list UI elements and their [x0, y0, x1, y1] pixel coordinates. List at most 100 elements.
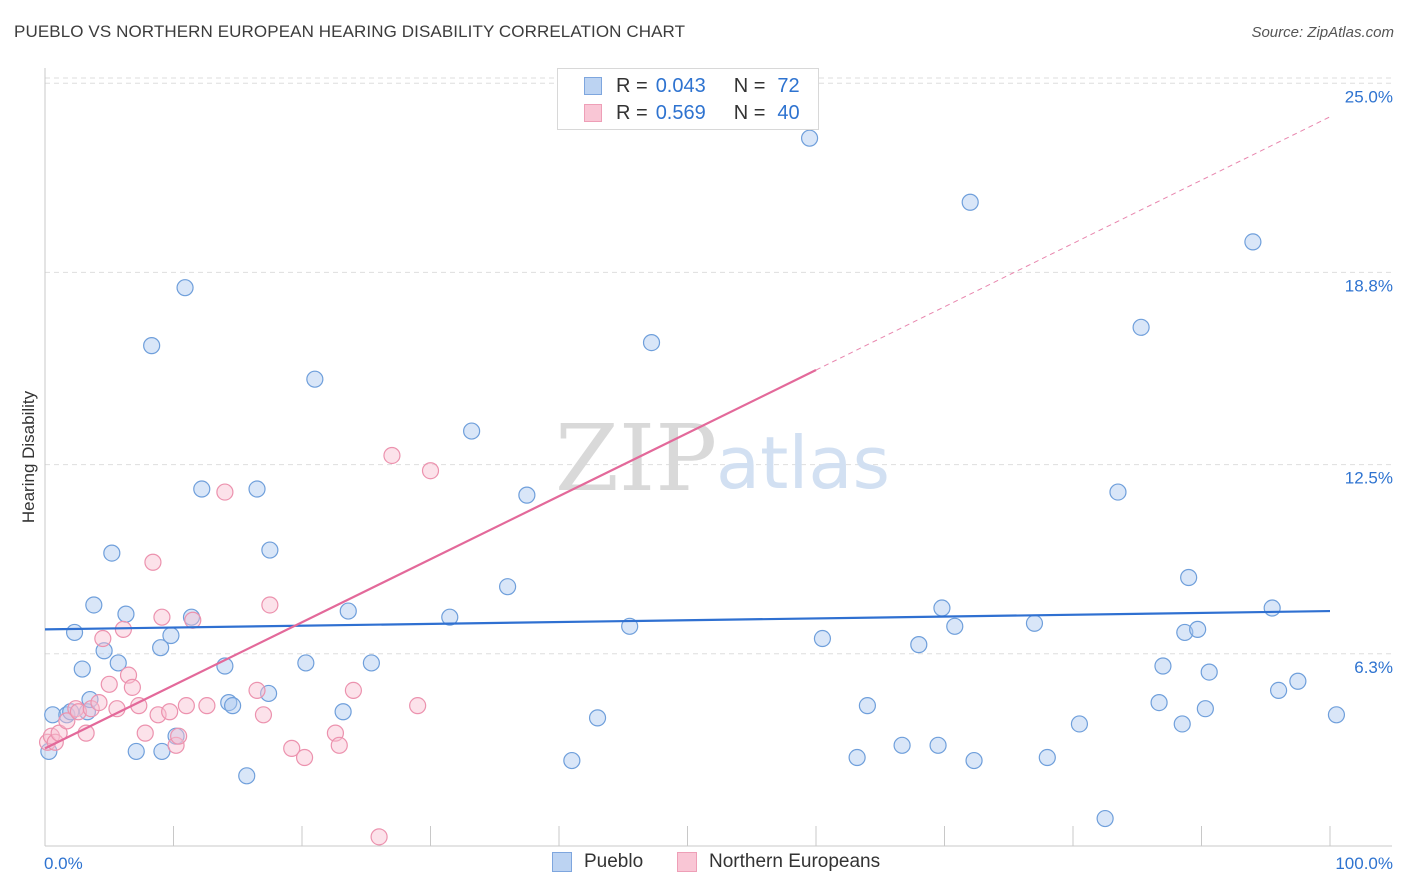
northern-europeans-point [216, 483, 234, 501]
northern-europeans-point [144, 553, 162, 571]
northern-europeans-point [248, 681, 266, 700]
y-axis-title: Hearing Disability [19, 390, 38, 523]
pueblo-point [1180, 568, 1198, 587]
pueblo-point [95, 642, 113, 660]
pueblo-point [1038, 748, 1056, 767]
trend-lines [44, 116, 1331, 750]
northern-europeans-point [330, 736, 348, 754]
pueblo-point [933, 599, 951, 617]
pueblo-point [65, 623, 84, 642]
legend-n-value: 40 [777, 101, 800, 124]
source-credit: Source: ZipAtlas.com [1251, 24, 1394, 41]
series-swatch-pueblo [552, 852, 572, 872]
pueblo-point [44, 706, 62, 724]
correlation-legend: R = 0.043 N = 72 R = 0.569 N = 40 [557, 68, 819, 130]
pueblo-point [153, 742, 171, 761]
pueblo-point [813, 629, 832, 648]
northern-europeans-point [100, 675, 118, 693]
pueblo-point [1289, 672, 1307, 690]
x-tick-label: 100.0% [1335, 854, 1393, 873]
northern-europeans-point [370, 828, 388, 846]
pueblo-point [193, 480, 211, 498]
pueblo-point [248, 480, 266, 498]
series-legend: Pueblo Northern Europeans [0, 851, 1406, 877]
pueblo-point [1132, 318, 1150, 336]
northern-europeans-point [170, 727, 188, 745]
northern-europeans-trend-line [44, 369, 817, 750]
pueblo-point [1025, 614, 1044, 632]
northern-europeans-point [177, 697, 195, 715]
pueblo-point [621, 617, 639, 635]
northern-europeans-point [283, 739, 301, 757]
series-swatch-northern-europeans [677, 852, 697, 872]
northern-europeans-point [261, 596, 279, 614]
pueblo-point [152, 639, 170, 657]
y-tick-label: 12.5% [1345, 469, 1393, 488]
y-tick-label: 18.8% [1345, 276, 1393, 295]
northern-europeans-point [94, 629, 112, 648]
series-label-northern-europeans: Northern Europeans [709, 851, 881, 872]
pueblo-point [109, 654, 127, 672]
legend-n-label: N = [733, 74, 766, 97]
pueblo-point [1176, 623, 1194, 642]
x-tick-label: 0.0% [44, 854, 83, 873]
northern-europeans-trend-extrapolation [815, 116, 1331, 371]
northern-europeans-point [90, 694, 108, 712]
pueblo-point [238, 767, 256, 785]
legend-row-northern-europeans: R = 0.569 N = 40 [584, 100, 800, 126]
pueblo-point [929, 736, 947, 754]
axes [44, 68, 1392, 847]
y-tick-label: 25.0% [1345, 87, 1393, 106]
northern-europeans-point [123, 678, 141, 696]
legend-r-value: 0.569 [655, 101, 706, 124]
pueblo-point [1096, 809, 1114, 828]
legend-row-pueblo: R = 0.043 N = 72 [584, 73, 800, 99]
pueblo-point [965, 751, 983, 770]
northern-europeans-point [161, 703, 179, 721]
pueblo-point [1269, 681, 1288, 700]
pueblo-point [858, 697, 877, 715]
pueblo-point [848, 748, 866, 767]
pueblo-point [127, 742, 145, 761]
pueblo-point [910, 636, 928, 654]
northern-europeans-point [344, 681, 362, 700]
legend-swatch-pueblo [584, 77, 602, 95]
legend-n-label: N = [733, 101, 766, 124]
pueblo-point [1263, 599, 1281, 617]
northern-europeans-point [136, 724, 154, 742]
pueblo-point [81, 690, 99, 709]
pueblo-point [946, 617, 964, 635]
pueblo-point [176, 279, 194, 297]
pueblo-point [499, 578, 517, 596]
pueblo-point [297, 654, 315, 672]
northern-europeans-point [409, 697, 427, 715]
northern-europeans-point [383, 446, 401, 465]
series-legend-pueblo: Pueblo [552, 851, 643, 873]
pueblo-point [1327, 706, 1346, 724]
pueblo-point [1189, 620, 1207, 638]
pueblo-trend-line [44, 609, 1331, 631]
pueblo-point [1070, 715, 1089, 733]
northern-europeans-point [254, 706, 273, 724]
pueblo-point [1200, 663, 1218, 681]
pueblo-point [642, 333, 661, 352]
pueblo-point [1196, 700, 1214, 718]
pueblo-point [563, 751, 581, 770]
legend-swatch-northern-europeans [584, 104, 602, 122]
northern-europeans-point [153, 608, 171, 626]
pueblo-point [339, 602, 357, 620]
pueblo-point [961, 193, 979, 211]
pueblo-point [362, 654, 380, 672]
pueblo-point [1244, 233, 1262, 251]
chart-title: PUEBLO VS NORTHERN EUROPEAN HEARING DISA… [14, 22, 686, 41]
northern-europeans-point [198, 697, 216, 715]
watermark: ZIP atlas [555, 405, 890, 512]
northern-europeans-point [295, 748, 314, 767]
grid-lines [45, 77, 1392, 655]
pueblo-point [143, 337, 161, 355]
legend-r-value: 0.043 [655, 74, 706, 97]
pueblo-point [162, 626, 180, 645]
northern-europeans-point [184, 611, 202, 629]
northern-europeans-point [108, 700, 126, 718]
